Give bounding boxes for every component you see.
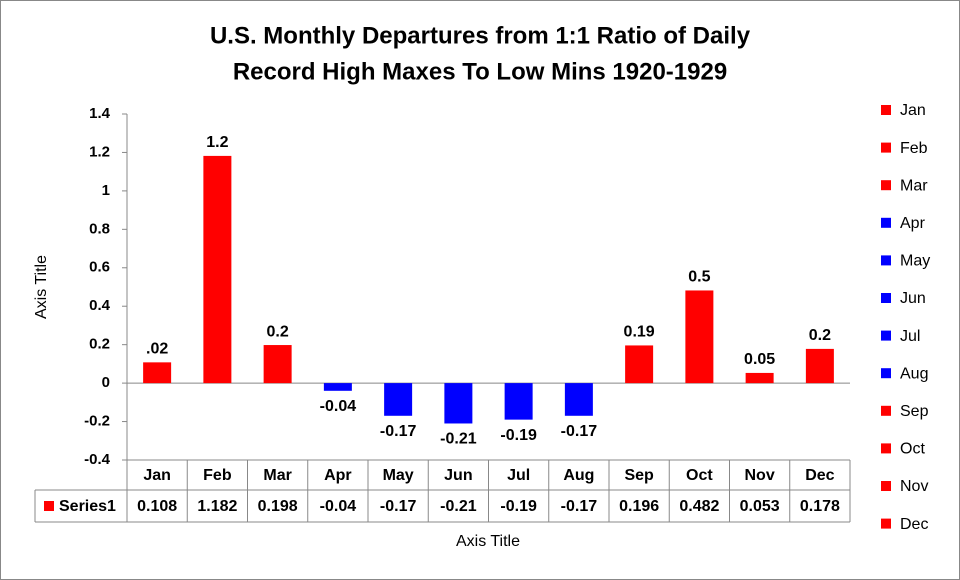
x-tick-label: Jul [507,467,530,484]
data-label: .02 [146,341,168,358]
x-tick-label: May [383,467,414,484]
bar [685,290,714,384]
legend-key [881,368,891,379]
legend-label: Mar [900,177,928,194]
y-tick-label: 0.4 [89,297,111,314]
bar [504,383,533,420]
legend-key [881,330,891,341]
bar [384,383,413,416]
x-axis-title: Axis Title [456,533,520,550]
legend-label: Nov [900,478,928,495]
table-value: 0.108 [137,498,177,515]
table-value: 0.198 [258,498,298,515]
data-label: 0.19 [624,324,655,341]
legend-label: Sep [900,403,929,420]
table-value: -0.17 [561,498,598,515]
bar [564,383,593,416]
x-tick-label: Nov [745,467,775,484]
legend-label: Jun [900,290,926,307]
x-tick-label: Jun [444,467,472,484]
table-value: 0.178 [800,498,840,515]
legend-label: Dec [900,516,928,533]
legend-key [881,405,891,416]
y-tick-label: 0.6 [89,259,110,276]
y-tick-label: 1.2 [89,143,110,160]
chart-title: U.S. Monthly Departures from 1:1 Ratio o… [210,22,751,49]
x-tick-label: Sep [624,467,654,484]
y-tick-label: -0.2 [84,413,110,430]
data-label: 0.05 [744,351,775,368]
bar [143,362,172,384]
y-tick-label: 0.8 [89,220,110,237]
data-label: -0.19 [500,427,537,444]
legend-label: Jan [900,102,926,119]
legend-key [881,105,891,115]
table-series-name: Series1 [59,498,116,515]
legend-key [881,443,891,454]
table-value: 0.196 [619,498,659,515]
x-tick-label: Jan [143,467,171,484]
y-tick-label: 0 [102,374,110,391]
legend-key [881,142,891,153]
bar [444,383,473,424]
data-label: -0.17 [561,423,598,440]
data-label: -0.21 [440,431,477,448]
x-tick-label: Apr [324,467,352,484]
data-label: -0.04 [320,398,357,415]
legend-label: Aug [900,365,928,382]
bar [625,345,654,384]
legend-label: Feb [900,140,928,157]
legend-label: May [900,253,930,270]
y-tick-label: 1 [102,182,110,199]
x-tick-label: Dec [805,467,834,484]
y-axis-title: Axis Title [33,255,50,319]
legend-key [881,255,891,266]
table-value: 0.053 [740,498,780,515]
legend-label: Apr [900,215,926,232]
y-tick-label: 0.2 [89,336,110,353]
x-tick-label: Feb [203,467,232,484]
legend-key [881,481,891,491]
data-label: -0.17 [380,423,417,440]
x-tick-label: Oct [686,467,713,484]
legend-key [881,217,891,228]
bar [805,348,834,384]
data-label: 0.5 [688,269,710,286]
x-tick-label: Aug [563,467,594,484]
table-value: 1.182 [197,498,237,515]
data-label: 0.2 [809,327,831,344]
legend-label: Oct [900,441,925,458]
table-value: -0.17 [380,498,417,515]
legend-key [881,180,891,191]
bar [263,345,292,384]
y-tick-label: -0.4 [84,451,111,468]
x-tick-label: Mar [263,467,291,484]
bar [323,383,352,391]
chart-title: Record High Maxes To Low Mins 1920-1929 [233,58,727,85]
legend-label: Jul [900,328,920,345]
table-value: -0.04 [320,498,357,515]
table-value: 0.482 [679,498,719,515]
legend-key [881,293,891,303]
bar [745,372,774,384]
table-value: -0.21 [440,498,477,515]
y-tick-label: 1.4 [89,105,111,122]
data-label: 0.2 [267,323,289,340]
bar [203,155,232,384]
table-value: -0.19 [500,498,537,515]
data-label: 1.2 [206,134,228,151]
table-legend-key [44,501,54,511]
legend-key [881,518,891,529]
